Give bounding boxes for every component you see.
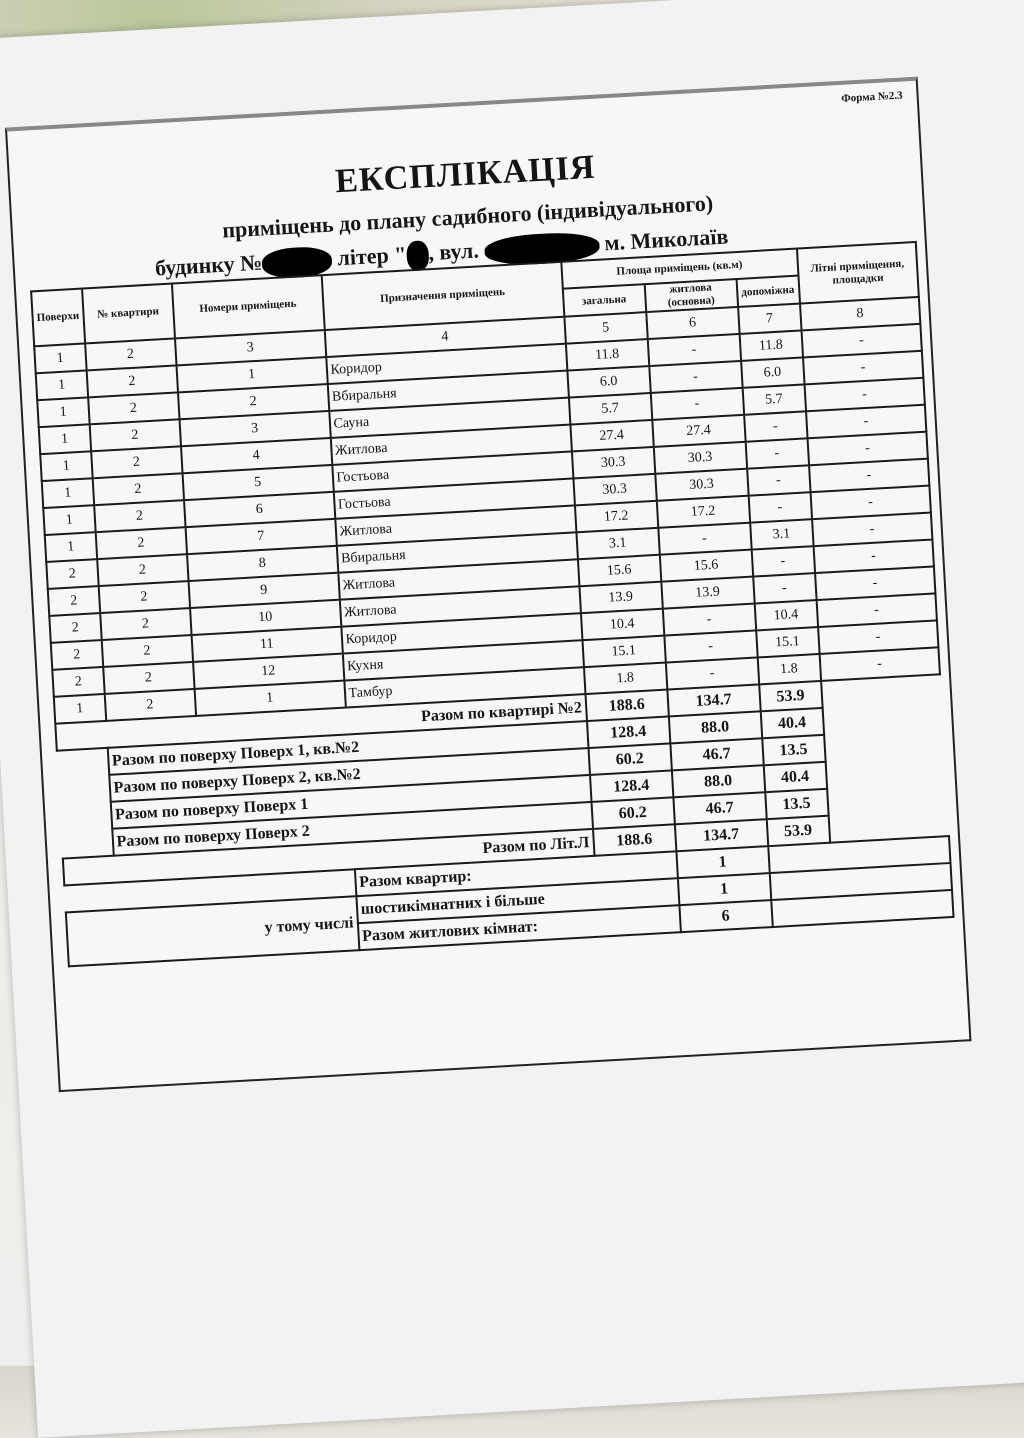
cell-floor: 1: [43, 505, 96, 536]
header-apartment: № квартири: [81, 283, 175, 344]
cell-floor: 1: [40, 451, 93, 482]
cell-floor: 2: [49, 613, 102, 644]
header-auxiliary: допоміжна: [736, 275, 800, 308]
total-aux: 40.4: [760, 708, 824, 739]
cell-floor: 2: [46, 559, 99, 590]
cell-floor: 1: [41, 478, 94, 509]
living-rooms-value: 6: [679, 900, 773, 933]
cell-aux: -: [748, 492, 812, 524]
form-number: Форма №2.3: [840, 89, 903, 105]
cell-aux: -: [752, 573, 817, 604]
cell-floor: 2: [47, 586, 100, 617]
header-total: загальна: [562, 284, 646, 318]
cell-aux: -: [746, 465, 811, 497]
cell-floor: 1: [37, 397, 90, 428]
total-aux: 13.5: [761, 735, 826, 766]
cell-floor: 2: [52, 667, 105, 698]
total-aux: 40.4: [763, 762, 827, 793]
city-label: м. Миколаїв: [603, 223, 729, 256]
total-aux: 53.9: [766, 816, 830, 847]
redaction-mark: [405, 240, 430, 272]
street-label: , вул.: [427, 237, 485, 266]
cell-floor: 1: [44, 532, 97, 563]
column-number: 7: [737, 303, 802, 335]
house-label: будинку №: [154, 249, 263, 281]
header-room-numbers: Номери приміщень: [171, 275, 325, 339]
header-summer: Літні приміщення, площадки: [796, 241, 919, 304]
column-number: 1: [34, 343, 87, 374]
cell-aux: 6.0: [740, 357, 805, 389]
cell-aux: 5.7: [742, 384, 806, 416]
total-aux: 53.9: [758, 681, 823, 712]
cell-aux: 10.4: [754, 600, 818, 631]
cell-floor: 1: [53, 694, 106, 725]
cell-aux: 1.8: [757, 654, 821, 685]
cell-aux: -: [751, 546, 815, 577]
cell-floor: 1: [35, 370, 88, 401]
cell-aux: -: [743, 411, 808, 443]
cell-aux: 15.1: [755, 627, 820, 658]
cell-aux: 3.1: [749, 519, 814, 551]
document-page: Форма №2.3 ЕКСПЛІКАЦІЯ приміщень до план…: [4, 76, 972, 1093]
cell-floor: 2: [50, 640, 103, 671]
cell-floor: 1: [38, 424, 91, 455]
cell-aux: 11.8: [739, 330, 803, 362]
cell-aux: -: [745, 438, 809, 470]
header-floors: Поверхи: [31, 288, 85, 347]
total-aux: 13.5: [764, 789, 829, 820]
explication-table: Поверхи № квартири Номери приміщень Приз…: [30, 241, 954, 968]
liter-label: літер ": [336, 241, 408, 271]
